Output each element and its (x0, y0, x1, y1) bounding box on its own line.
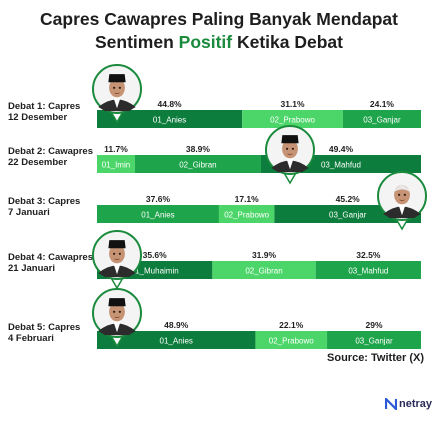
netray-logo-text: netray (399, 398, 433, 410)
pct-label-5-1: 48.9% (164, 320, 189, 330)
category-label-3-line-2: 7 Januari (8, 207, 50, 218)
candidate-avatar-5 (92, 288, 142, 348)
bar-segment-5-1 (97, 331, 256, 349)
pct-label-1-3: 24.1% (370, 99, 395, 109)
category-label-5-line-2: 4 Februari (8, 333, 54, 344)
segment-name-1-1: 01_Anies (153, 116, 186, 125)
bar-segment-1-3 (342, 110, 421, 128)
bar-segment-4-2 (212, 261, 316, 279)
pct-label-5-2: 22.1% (279, 320, 304, 330)
pct-label-3-2: 17.1% (235, 194, 260, 204)
pct-label-3-3: 45.2% (336, 194, 361, 204)
segment-name-2-2: 02_Gibran (179, 161, 216, 170)
candidate-avatar-2 (265, 125, 315, 185)
title-suffix: Ketika Debat (232, 32, 343, 52)
bar-segment-1-1 (97, 110, 243, 128)
category-label-1-line-2: 12 Desember (8, 112, 67, 123)
pct-label-1-2: 31.1% (280, 99, 305, 109)
title-prefix: Sentimen (95, 32, 179, 52)
bar-segment-5-3 (327, 331, 421, 349)
bar-segment-3-1 (97, 205, 219, 223)
source-label: Source: Twitter (X) (327, 352, 424, 364)
category-label-1-line-1: Debat 1: Capres (8, 101, 80, 112)
segment-name-2-3: 03_Mahfud (321, 161, 361, 170)
bar-segment-3-2 (218, 205, 275, 223)
bar-segment-1-2 (242, 110, 343, 128)
segment-name-1-2: 02_Prabowo (270, 116, 315, 125)
segment-name-1-3: 03_Ganjar (363, 116, 401, 125)
segment-name-4-3: 03_Mahfud (348, 267, 388, 276)
bar-segment-2-2 (134, 155, 261, 173)
pct-label-3-1: 37.6% (146, 194, 171, 204)
category-label-5-line-1: Debat 5: Capres (8, 322, 80, 333)
chart-title-line-2: Sentimen Positif Ketika Debat (0, 31, 438, 54)
segment-name-4-2: 02_Gibran (245, 267, 282, 276)
category-label-4-line-1: Debat 4: Cawapres (8, 252, 93, 263)
pct-label-2-2: 38.9% (186, 144, 211, 154)
bar-segment-4-3 (315, 261, 421, 279)
bar-segment-5-2 (255, 331, 328, 349)
pct-label-4-3: 32.5% (356, 250, 381, 260)
chart-title-line-1: Capres Cawapres Paling Banyak Mendapat (40, 9, 398, 29)
pct-label-4-1: 35.6% (143, 250, 168, 260)
chart-title: Capres Cawapres Paling Banyak Mendapat S… (0, 8, 438, 54)
segment-name-5-3: 03_Ganjar (355, 337, 393, 346)
pct-label-1-1: 44.8% (158, 99, 183, 109)
segment-name-2-1: 01_Imin (102, 161, 130, 170)
category-label-4-line-2: 21 Januari (8, 263, 55, 274)
pct-label-2-1: 11.7% (104, 144, 128, 154)
candidate-avatar-4 (92, 230, 142, 290)
pct-label-2-3: 49.4% (329, 144, 354, 154)
category-label-2-line-1: Debat 2: Cawapres (8, 146, 93, 157)
segment-name-4-1: 01_Muhaimin (131, 267, 179, 276)
title-accent-word: Positif (178, 32, 233, 52)
segment-name-3-2: 02_Prabowo (224, 211, 269, 220)
netray-n-icon (385, 398, 397, 410)
candidate-avatar-1 (92, 64, 142, 124)
segment-name-3-3: 03_Ganjar (329, 211, 367, 220)
category-label-3-line-1: Debat 3: Capres (8, 196, 80, 207)
bar-segment-2-1 (97, 155, 135, 173)
segment-name-5-2: 02_Prabowo (269, 337, 314, 346)
segment-name-3-1: 01_Anies (141, 211, 174, 220)
pct-label-5-3: 29% (366, 320, 383, 330)
segment-name-5-1: 01_Anies (160, 337, 193, 346)
candidate-avatar-3 (377, 171, 427, 231)
pct-label-4-2: 31.9% (252, 250, 277, 260)
netray-logo: netray (385, 398, 432, 410)
category-label-2-line-2: 22 Desember (8, 157, 67, 168)
